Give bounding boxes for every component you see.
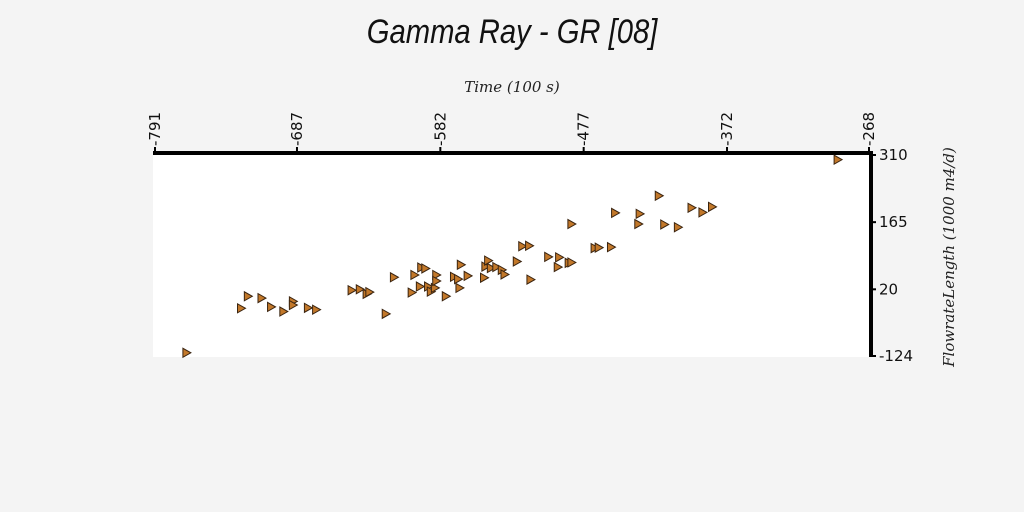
x-tick-label: -268 bbox=[860, 112, 878, 146]
x-tick-label: -687 bbox=[288, 112, 306, 146]
y-axis-ticks: 310 165 20 -124 bbox=[869, 146, 913, 365]
plot-area bbox=[153, 153, 870, 357]
scatter-point bbox=[484, 255, 494, 266]
scatter-point bbox=[567, 257, 577, 268]
scatter-point bbox=[635, 208, 646, 220]
scatter-point bbox=[355, 283, 366, 295]
x-tick-label: -791 bbox=[146, 112, 164, 146]
scatter-point bbox=[279, 306, 289, 317]
scatter-point bbox=[687, 202, 698, 214]
y-axis-title: FlowrateLength (1000 m4/d) bbox=[940, 147, 958, 368]
x-tick-label: -477 bbox=[575, 112, 593, 146]
scatter-point bbox=[525, 240, 535, 252]
scatter-point bbox=[365, 286, 375, 298]
scatter-point bbox=[555, 251, 565, 263]
data-points bbox=[182, 154, 844, 359]
scatter-point bbox=[606, 241, 617, 253]
scatter-point bbox=[673, 221, 684, 233]
scatter-point bbox=[526, 274, 536, 285]
scatter-point bbox=[660, 219, 670, 230]
x-axis-ticks: -791 -687 -582 -477 -372 -268 bbox=[146, 112, 878, 153]
y-tick-label: 165 bbox=[879, 213, 908, 231]
scatter-point bbox=[455, 282, 465, 294]
scatter-point bbox=[512, 256, 523, 267]
scatter-point bbox=[698, 207, 708, 218]
scatter-point bbox=[634, 218, 644, 230]
y-tick-label: 20 bbox=[879, 280, 898, 298]
scatter-point bbox=[415, 281, 426, 292]
scatter-point bbox=[421, 263, 431, 274]
scatter-point bbox=[267, 301, 277, 313]
scatter-point bbox=[492, 261, 502, 273]
scatter-point bbox=[347, 284, 358, 296]
scatter-point bbox=[611, 207, 621, 219]
scatter-point bbox=[288, 299, 299, 311]
scatter-point bbox=[303, 302, 314, 314]
scatter-point bbox=[389, 271, 400, 283]
scatter-point bbox=[486, 262, 497, 274]
scatter-point bbox=[456, 259, 467, 271]
x-tick-label: -582 bbox=[431, 112, 449, 146]
scatter-point bbox=[257, 292, 268, 304]
scatter-point bbox=[708, 201, 718, 213]
scatter-point bbox=[553, 261, 564, 273]
scatter-point bbox=[410, 269, 420, 281]
scatter-point bbox=[500, 269, 511, 280]
y-tick-label: 310 bbox=[879, 146, 908, 164]
scatter-point bbox=[463, 270, 474, 282]
scatter-point bbox=[594, 242, 605, 253]
scatter-point bbox=[544, 251, 554, 263]
chart-title: Gamma Ray - GR [08] bbox=[367, 12, 659, 51]
scatter-point bbox=[312, 304, 322, 316]
scatter-point bbox=[454, 273, 464, 285]
scatter-point bbox=[480, 272, 490, 284]
scatter-point bbox=[518, 240, 528, 252]
scatter-point bbox=[833, 154, 844, 165]
x-axis-title: Time (100 s) bbox=[464, 78, 560, 96]
y-tick-label: -124 bbox=[879, 347, 913, 365]
scatter-point bbox=[432, 275, 442, 287]
scatter-point bbox=[243, 290, 254, 302]
scatter-point bbox=[182, 347, 192, 359]
scatter-point bbox=[441, 290, 452, 302]
x-tick-label: -372 bbox=[718, 112, 736, 146]
scatter-point bbox=[567, 218, 577, 230]
scatter-point bbox=[381, 308, 392, 320]
scatter-point bbox=[237, 302, 247, 314]
scatter-point bbox=[654, 190, 665, 202]
scatter-point bbox=[407, 287, 418, 298]
